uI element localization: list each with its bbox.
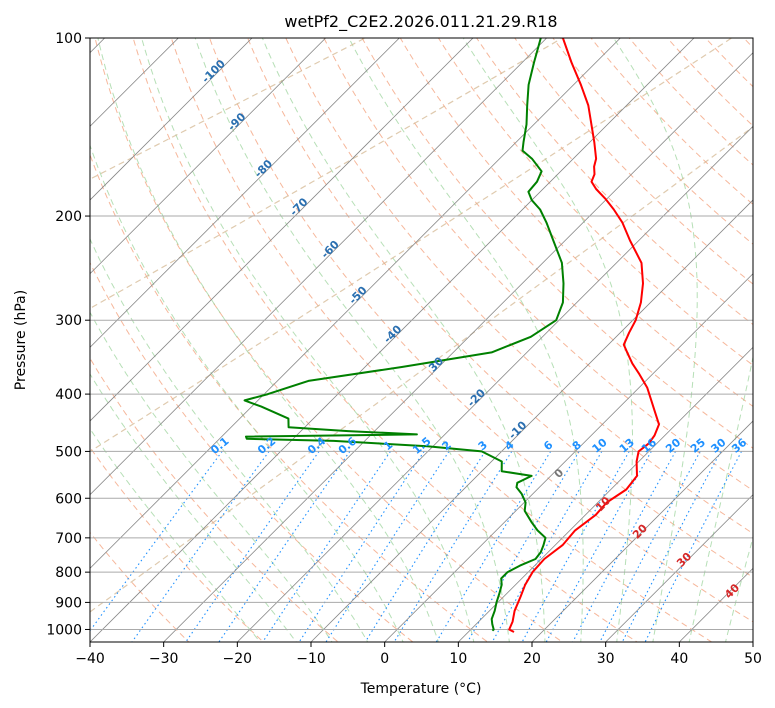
dry-adiabat (323, 38, 753, 492)
isotherm (90, 38, 400, 348)
reference-curve (90, 38, 733, 453)
moist-adiabat (141, 38, 475, 642)
mixing-ratio-line (644, 451, 742, 642)
isotherm (90, 38, 621, 569)
dry-adiabat (285, 38, 753, 535)
x-tick-label: −20 (223, 651, 253, 667)
mixing-ratio-line (131, 451, 270, 642)
dry-adiabat (590, 38, 753, 206)
moist-adiabat (725, 535, 753, 642)
moist-adiabat (90, 311, 333, 642)
y-tick-label: 600 (55, 491, 82, 507)
isotherm (457, 346, 753, 642)
dry-adiabat (170, 38, 713, 642)
x-tick-label: 40 (670, 651, 688, 667)
mixing-ratio-line (298, 451, 425, 642)
isotherm (90, 38, 179, 127)
isotherm (90, 38, 327, 275)
dry-adiabat (208, 38, 753, 623)
y-tick-label: 400 (55, 387, 82, 403)
y-tick-label: 900 (55, 595, 82, 611)
y-tick-label: 100 (55, 31, 82, 47)
isotherm (310, 199, 753, 642)
isotherm (90, 38, 253, 201)
chart-title: wetPf2_C2E2.2026.011.21.29.R18 (284, 12, 557, 32)
mixing-ratio-line (621, 451, 722, 642)
temperature-line (508, 38, 660, 633)
dry-adiabat (90, 261, 414, 642)
reference-curve (90, 38, 564, 310)
mixing-ratio-line (466, 451, 580, 642)
x-axis-label: Temperature (°C) (360, 681, 482, 697)
mixing-ratio-line (262, 451, 391, 642)
isotherm (605, 494, 753, 642)
x-tick-label: −10 (296, 651, 326, 667)
moist-adiabat (261, 38, 546, 642)
y-tick-label: 200 (55, 209, 82, 225)
dry-adiabat (94, 38, 564, 642)
y-tick-label: 500 (55, 444, 82, 460)
dry-adiabat (132, 38, 638, 642)
y-tick-label: 300 (55, 313, 82, 329)
dry-adiabat (90, 446, 265, 642)
dewpoint-line (243, 38, 565, 632)
y-axis-label: Pressure (hPa) (13, 290, 29, 390)
mixing-ratio-line (90, 451, 223, 632)
x-tick-label: 20 (523, 651, 541, 667)
dry-adiabat (628, 38, 753, 166)
x-tick-label: 0 (380, 651, 389, 667)
plot-area (90, 38, 753, 642)
x-tick-label: −40 (75, 651, 105, 667)
isotherm (236, 125, 753, 642)
isotherm (90, 38, 695, 642)
isotherm (90, 38, 474, 422)
x-tick-label: −30 (149, 651, 179, 667)
y-tick-label: 700 (55, 531, 82, 547)
isotherm (384, 273, 753, 642)
x-tick-label: 30 (597, 651, 615, 667)
dry-adiabat (399, 38, 753, 408)
mixing-ratio-line (521, 451, 630, 642)
dry-adiabat (476, 38, 753, 326)
moist-adiabat (97, 38, 439, 642)
mixing-ratio-line (393, 451, 513, 642)
y-tick-label: 1000 (46, 622, 82, 638)
isotherm (163, 52, 753, 642)
axes: −40 −30 −20 −10 0 10 20 30 40 50 1000 900 800 700 600 5… (46, 31, 762, 667)
mixing-ratio-line (185, 451, 320, 642)
dry-adiabat (437, 38, 753, 366)
plot-frame (89, 37, 754, 643)
y-tick-label: 800 (55, 565, 82, 581)
dry-adiabat (90, 153, 489, 642)
profile-lines (243, 38, 660, 633)
mixing-ratio-line (218, 451, 351, 642)
reference-curve (90, 38, 367, 180)
moist-adiabat (688, 354, 753, 642)
background-lines (90, 38, 753, 642)
x-tick-label: 50 (744, 651, 762, 667)
moist-adiabat (462, 38, 633, 642)
dry-adiabat (361, 38, 753, 449)
isotherm (531, 420, 753, 642)
moist-adiabat (613, 38, 698, 642)
isotherm (90, 38, 548, 496)
x-tick-label: 10 (449, 651, 467, 667)
dry-adiabat (90, 531, 190, 642)
dry-adiabat (247, 38, 753, 578)
mixing-ratio-line (491, 451, 603, 642)
dry-adiabat (514, 38, 753, 285)
